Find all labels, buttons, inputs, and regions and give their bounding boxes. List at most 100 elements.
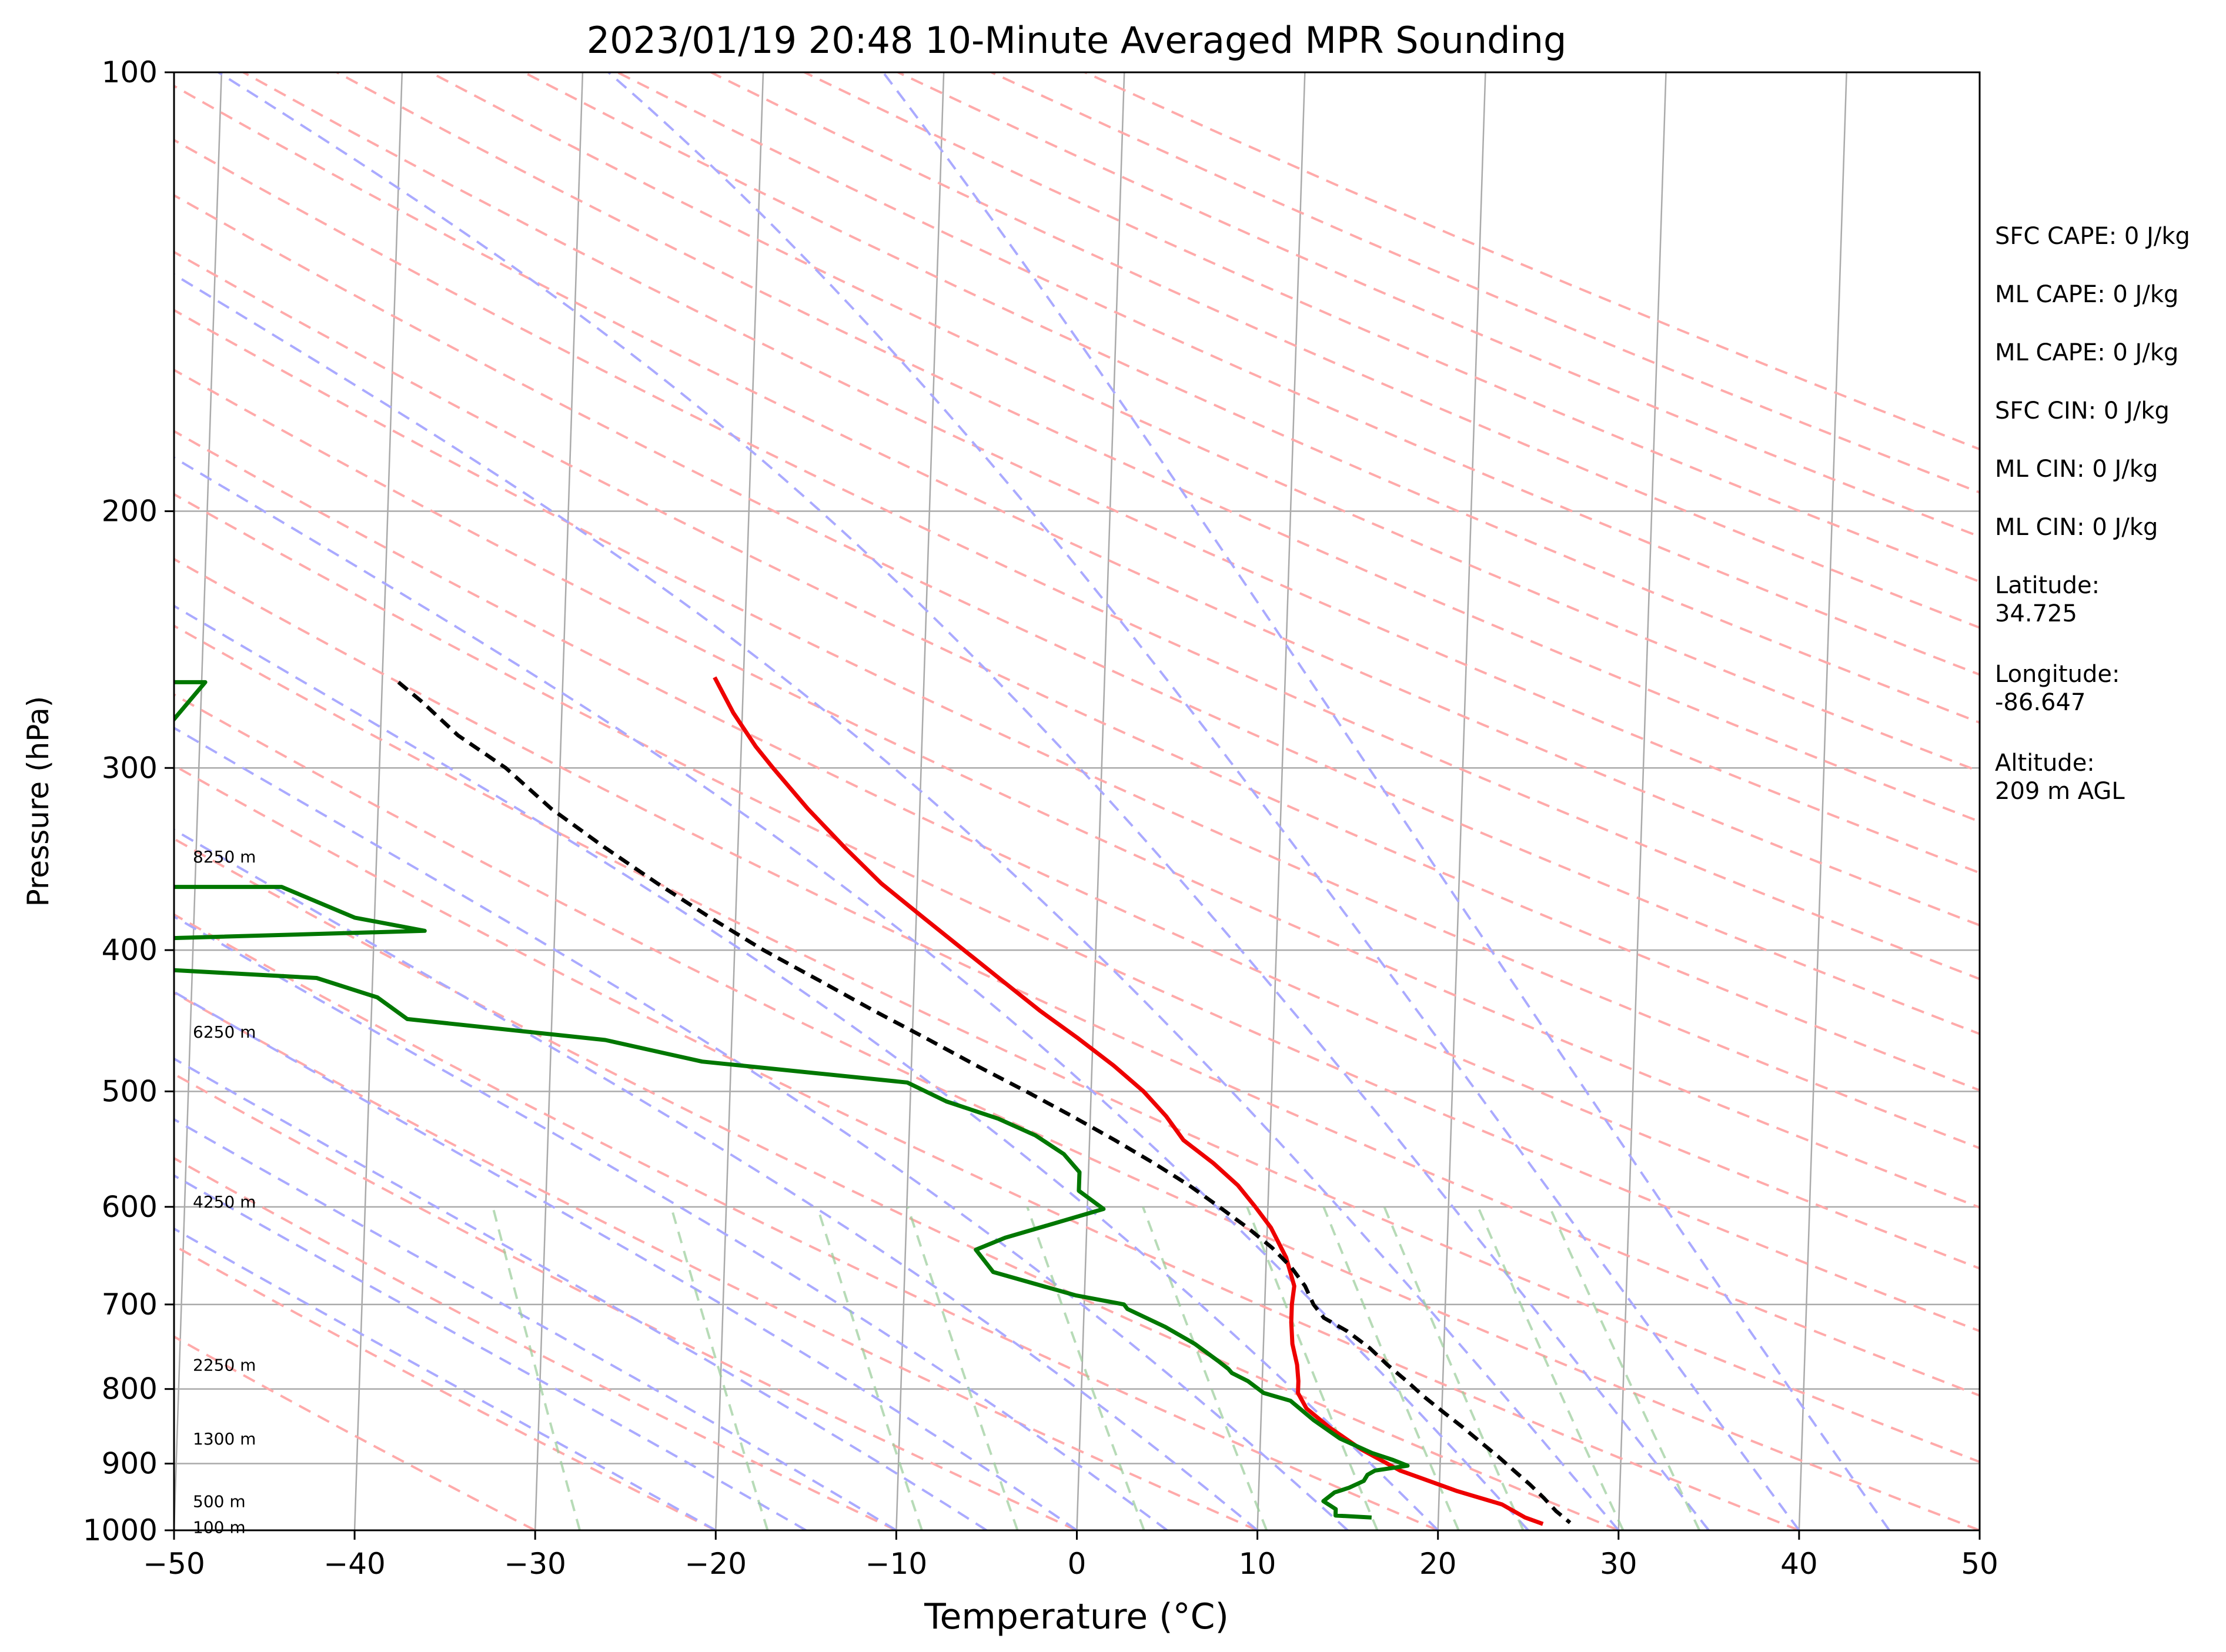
isotherm-line xyxy=(1617,72,1667,1530)
height-labels: 8250 m 6250 m 4250 m 2250 m 1300 m 500 m 100 m xyxy=(193,847,256,1537)
dry-adiabat xyxy=(523,72,1980,724)
x-tick-label: −10 xyxy=(865,1547,928,1581)
dry-adiabat xyxy=(174,913,1439,1530)
sounding-annotation: -86.647 xyxy=(1995,689,2085,716)
dry-adiabat xyxy=(174,309,1980,1150)
height-label: 6250 m xyxy=(193,1022,256,1042)
dry-adiabat xyxy=(617,72,1980,676)
dry-adiabat xyxy=(174,837,1619,1530)
dewpoint-profile xyxy=(174,680,1410,1520)
isotherm-line xyxy=(174,72,223,1530)
isotherm-line xyxy=(1076,72,1125,1530)
dry-adiabat xyxy=(174,991,1258,1530)
dry-adiabat xyxy=(174,764,1800,1530)
dry-adiabat xyxy=(174,557,1980,1397)
y-tick-label: 100 xyxy=(102,55,158,89)
isotherm-line xyxy=(895,72,945,1530)
x-tick-label: −40 xyxy=(323,1547,386,1581)
x-tick-label: 20 xyxy=(1419,1547,1457,1581)
sounding-annotation: ML CIN: 0 J/kg xyxy=(1995,514,2158,541)
dry-adiabat xyxy=(174,138,1980,981)
sounding-annotation: SFC CIN: 0 J/kg xyxy=(1995,397,2170,424)
dry-adiabat xyxy=(174,368,1980,1209)
moist-adiabat xyxy=(174,1057,988,1530)
sounding-annotation: ML CAPE: 0 J/kg xyxy=(1995,339,2178,366)
isotherm-line xyxy=(1437,72,1486,1530)
y-axis-label: Pressure (hPa) xyxy=(21,696,55,907)
mixing-ratio-line xyxy=(1383,1206,1525,1530)
height-label: 1300 m xyxy=(193,1429,256,1449)
y-tick-label: 400 xyxy=(102,933,158,967)
dry-adiabat xyxy=(174,430,1980,1270)
sounding-annotation: ML CAPE: 0 J/kg xyxy=(1995,281,2178,308)
y-tick-label: 600 xyxy=(102,1190,158,1224)
mixing-ratio-line xyxy=(670,1206,769,1530)
mixing-ratio-line xyxy=(1476,1206,1625,1530)
x-tick-label: −30 xyxy=(504,1547,566,1581)
height-label: 4250 m xyxy=(193,1192,256,1212)
dry-adiabat xyxy=(174,624,1980,1463)
mixing-ratio-line xyxy=(1026,1206,1145,1530)
sounding-annotation: Altitude: xyxy=(1995,750,2095,777)
moist-adiabat xyxy=(174,1118,897,1530)
y-axis-ticks: 100 200 300 400 500 600 700 800 900 1000 xyxy=(83,55,174,1547)
sounding-series xyxy=(174,676,1572,1526)
mixing-ratio-line xyxy=(816,1206,923,1530)
moist-adiabat xyxy=(174,456,1529,1530)
plot-area xyxy=(174,72,1980,1530)
y-tick-label: 1000 xyxy=(83,1513,158,1547)
dry-adiabat xyxy=(174,1335,536,1530)
chart-title: 2023/01/19 20:48 10-Minute Averaged MPR … xyxy=(587,19,1567,62)
x-tick-label: 10 xyxy=(1239,1547,1276,1581)
y-tick-label: 200 xyxy=(102,494,158,529)
isotherm-line xyxy=(1798,72,1847,1530)
dry-adiabat xyxy=(174,1156,897,1530)
x-tick-label: 40 xyxy=(1780,1547,1818,1581)
isotherm-line xyxy=(715,72,764,1530)
moist-adiabat xyxy=(174,1227,717,1530)
y-tick-label: 700 xyxy=(102,1288,158,1322)
isobar-grid xyxy=(174,72,1980,1530)
y-tick-label: 800 xyxy=(102,1372,158,1406)
dry-adiabats xyxy=(174,72,1980,1530)
x-axis-label: Temperature (°C) xyxy=(924,1596,1229,1637)
mixing-ratio-line xyxy=(907,1206,1019,1530)
sounding-annotation: 34.725 xyxy=(1995,600,2077,627)
dry-adiabat xyxy=(242,72,1980,874)
x-tick-label: −50 xyxy=(143,1547,205,1581)
dry-adiabat xyxy=(174,1072,1078,1530)
y-tick-label: 900 xyxy=(102,1447,158,1481)
moist-adiabat xyxy=(882,72,1891,1530)
height-label: 2250 m xyxy=(193,1355,256,1375)
sounding-annotation: Longitude: xyxy=(1995,661,2120,688)
parcel-profile xyxy=(397,680,1572,1524)
x-tick-label: 30 xyxy=(1600,1547,1637,1581)
height-label: 500 m xyxy=(193,1492,246,1511)
dry-adiabat xyxy=(174,493,1980,1333)
height-label: 8250 m xyxy=(193,847,256,867)
sounding-annotations: SFC CAPE: 0 J/kg ML CAPE: 0 J/kg ML CAPE: … xyxy=(1995,223,2190,805)
x-tick-label: −20 xyxy=(685,1547,747,1581)
moist-adiabat xyxy=(174,915,1168,1530)
moist-adiabat xyxy=(174,726,1349,1530)
sounding-annotation: SFC CAPE: 0 J/kg xyxy=(1995,223,2190,250)
moist-adiabats xyxy=(174,72,1891,1530)
mixing-ratio-line xyxy=(1246,1206,1379,1530)
sounding-annotation: 209 m AGL xyxy=(1995,778,2125,805)
isotherm-line xyxy=(534,72,584,1530)
dry-adiabat xyxy=(174,693,1980,1530)
mixing-ratio-line xyxy=(1142,1206,1268,1530)
moist-adiabat xyxy=(174,273,1620,1530)
isotherm-line xyxy=(1256,72,1306,1530)
sounding-annotation: Latitude: xyxy=(1995,572,2100,599)
mixing-ratio-line xyxy=(1548,1206,1701,1530)
y-tick-label: 500 xyxy=(102,1074,158,1108)
moist-adiabat xyxy=(218,72,1710,1530)
dry-adiabat xyxy=(336,72,1980,823)
y-tick-label: 300 xyxy=(102,751,158,785)
sounding-annotation: ML CIN: 0 J/kg xyxy=(1995,456,2158,483)
dry-adiabat xyxy=(174,250,1980,1092)
mixing-ratio-line xyxy=(492,1206,581,1530)
x-tick-label: 0 xyxy=(1068,1547,1087,1581)
